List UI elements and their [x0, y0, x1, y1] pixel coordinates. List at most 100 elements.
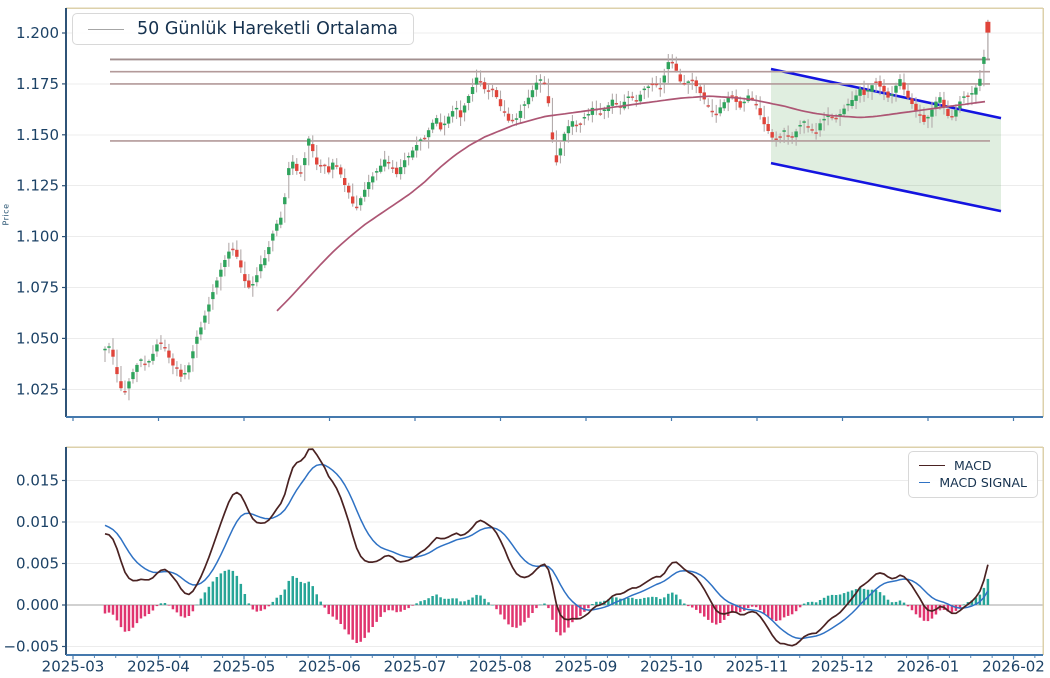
candle-wick	[555, 130, 557, 166]
macd-histogram-bar	[826, 595, 830, 605]
candle-body	[662, 75, 666, 83]
candle-tick	[754, 103, 758, 106]
macd-histogram-bar	[355, 605, 358, 643]
candle-wick	[148, 359, 150, 368]
macd-histogram-bar	[231, 570, 235, 605]
candle-tick	[422, 137, 427, 140]
candle-tick	[319, 165, 323, 167]
candle-wick	[108, 342, 110, 354]
macd-histogram-bar	[599, 601, 602, 605]
candle-body	[295, 163, 299, 171]
candle-tick	[574, 124, 579, 127]
candle-wick	[184, 365, 186, 380]
candle-body	[726, 96, 730, 103]
candle-tick	[143, 363, 147, 366]
candle-body	[610, 99, 615, 106]
candle-tick	[866, 90, 870, 92]
macd-histogram-bar	[750, 605, 754, 607]
macd-histogram-bar	[631, 597, 634, 605]
candle-body	[327, 166, 331, 173]
candle-body	[155, 344, 159, 352]
candle-body	[694, 80, 698, 87]
macd-histogram-bar	[742, 605, 746, 611]
candle-body	[942, 99, 946, 107]
candle-wick	[647, 84, 649, 98]
price-y-tick-label: 1.150	[16, 126, 59, 144]
candle-wick	[579, 122, 581, 133]
macd-histogram-bar	[499, 605, 502, 615]
macd-histogram-bar	[878, 592, 882, 605]
candle-wick	[803, 119, 805, 134]
x-tick-label: 2026-02	[982, 658, 1045, 676]
macd-y-tick-label: 0.015	[16, 472, 59, 490]
candle-wick	[487, 84, 490, 100]
candle-wick	[563, 131, 565, 156]
price-y-tick-label: 1.075	[16, 279, 59, 297]
macd-histogram-bar	[786, 605, 790, 616]
candle-wick	[671, 54, 673, 69]
candle-body	[303, 158, 307, 166]
macd-histogram-bar	[295, 577, 299, 605]
candle-tick	[175, 367, 179, 369]
macd-histogram-bar	[651, 596, 654, 605]
candle-wick	[987, 19, 989, 59]
ma-legend-line-sample	[88, 28, 124, 30]
channel-fill	[771, 69, 1001, 212]
macd-histogram-bar	[722, 605, 726, 620]
candle-tick	[806, 126, 810, 128]
candle-wick	[120, 366, 122, 392]
candle-wick	[479, 70, 482, 87]
macd-histogram-bar	[191, 605, 195, 612]
macd-histogram-bar	[730, 605, 734, 613]
candle-wick	[164, 339, 166, 352]
macd-histogram-bar	[902, 602, 906, 605]
candle-body	[818, 123, 822, 131]
candle-tick	[822, 118, 826, 121]
candle-wick	[196, 330, 198, 358]
candle-wick	[236, 240, 238, 260]
candle-body	[850, 100, 854, 106]
macd-histogram-bar	[519, 605, 522, 626]
candle-body	[215, 280, 219, 288]
macd-histogram-bar	[587, 605, 590, 609]
candle-body	[271, 233, 275, 241]
candle-body	[766, 124, 770, 131]
macd-histogram-bar	[511, 605, 514, 628]
price-y-tick-label: 1.175	[16, 75, 59, 93]
candle-body	[263, 258, 267, 266]
price-axis-title: Price	[1, 203, 11, 226]
macd-histogram-bar	[579, 605, 582, 616]
candle-body	[638, 94, 643, 102]
candle-body	[426, 130, 431, 138]
macd-histogram-bar	[543, 603, 546, 605]
macd-histogram-bar	[671, 592, 674, 605]
candle-body	[275, 223, 279, 231]
candle-wick	[791, 131, 793, 144]
macd-histogram-bar	[435, 594, 438, 605]
candle-wick	[128, 378, 130, 401]
candle-tick	[614, 103, 619, 105]
macd-histogram-bar	[395, 605, 398, 613]
macd-panel	[103, 448, 990, 647]
macd-histogram-bar	[842, 593, 846, 605]
x-tick-label: 2025-09	[555, 658, 618, 676]
macd-line-sample	[919, 465, 945, 466]
macd-histogram-bar	[155, 605, 159, 607]
candle-tick	[335, 165, 339, 167]
candle-tick	[782, 130, 786, 132]
candle-wick	[252, 276, 254, 297]
macd-histogram-bar	[770, 605, 774, 620]
candle-tick	[642, 88, 647, 91]
candle-wick	[627, 90, 629, 110]
candle-tick	[630, 96, 635, 98]
macd-histogram-bar	[527, 605, 530, 618]
macd-histogram-bar	[427, 598, 430, 605]
candle-body	[930, 109, 934, 117]
candle-wick	[683, 75, 685, 86]
macd-histogram-bar	[171, 605, 175, 610]
candle-body	[402, 160, 407, 168]
candle-body	[115, 367, 119, 375]
candle-body	[858, 88, 862, 96]
channel-upper-line	[770, 67, 1002, 120]
price-y-tick-label: 1.100	[16, 228, 59, 246]
